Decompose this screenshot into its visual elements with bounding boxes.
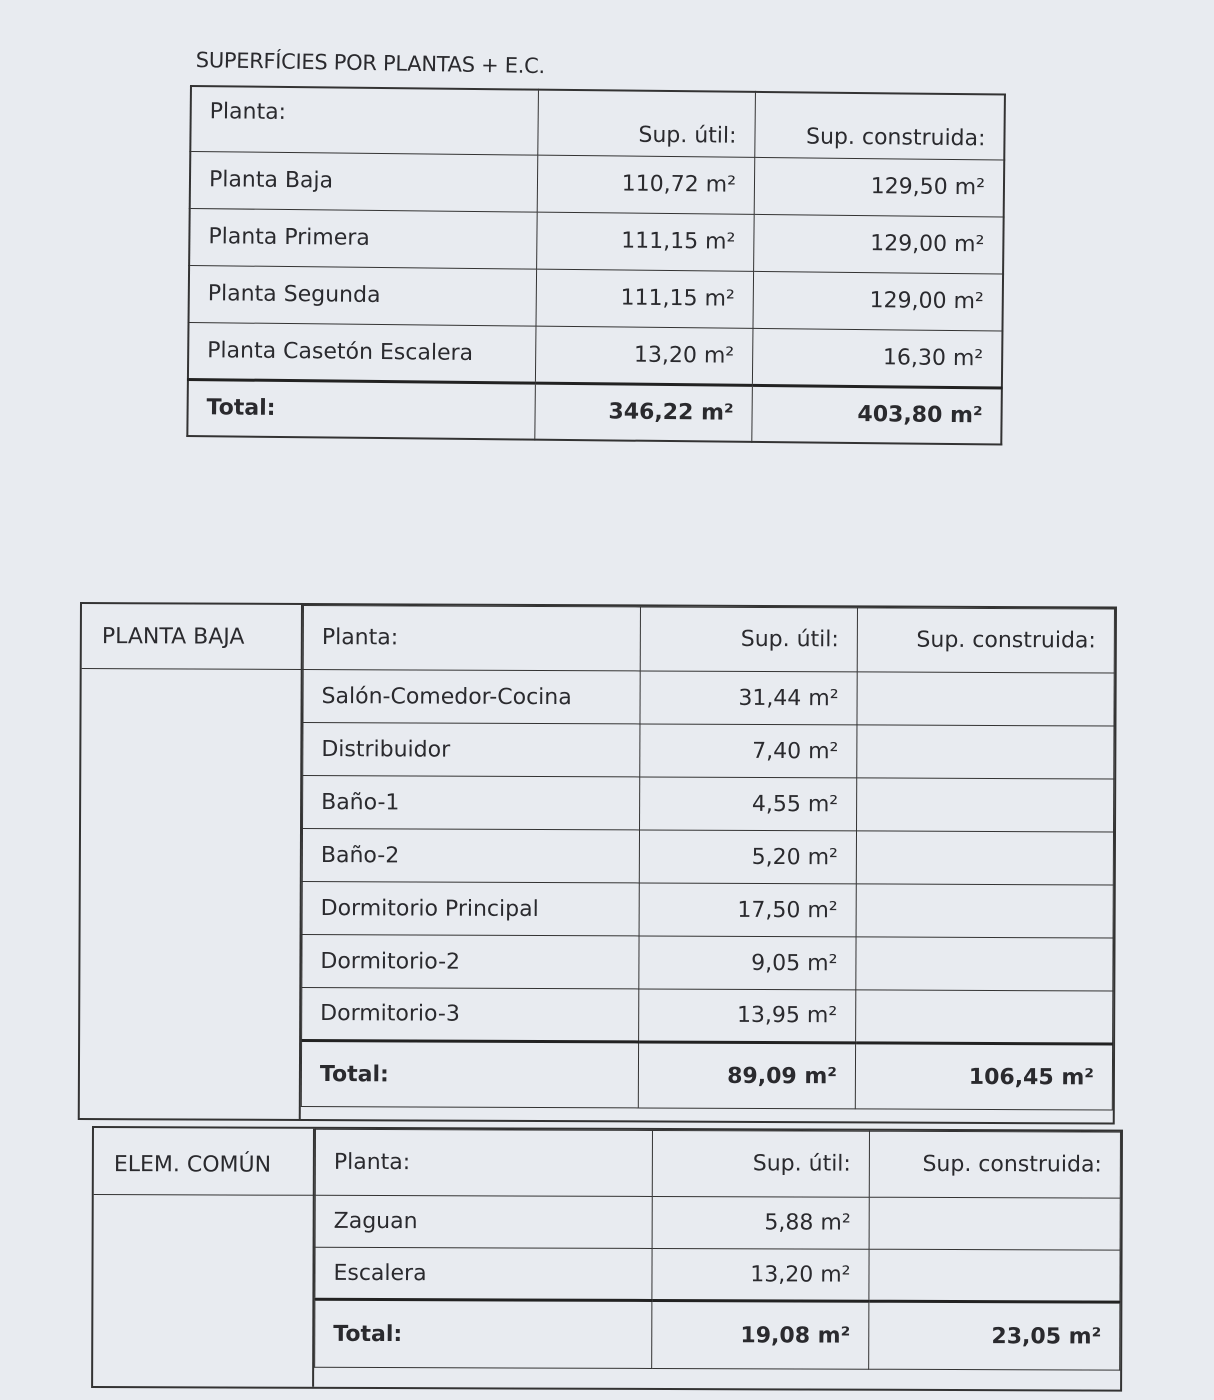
- table-cell: 129,00 m²: [752, 270, 1004, 331]
- table-cell: Baño-1: [302, 775, 640, 830]
- table-row: Distribuidor 7,40 m²: [302, 722, 1114, 780]
- table-row: Planta Segunda 111,15 m² 129,00 m²: [188, 265, 1004, 331]
- total-row: Total: 89,09 m² 106,45 m²: [301, 1040, 1113, 1111]
- table-row: Dormitorio-2 9,05 m²: [301, 934, 1114, 992]
- table-cell: 5,20 m²: [639, 829, 857, 884]
- table-cell: [856, 777, 1114, 833]
- total-row: Total: 19,08 m² 23,05 m²: [314, 1299, 1120, 1371]
- table-cell: 17,50 m²: [639, 882, 857, 937]
- planta-baja-table: Planta: Sup. útil: Sup. construida: Salón-C…: [301, 605, 1115, 1111]
- table-cell: 89,09 m²: [638, 1041, 856, 1109]
- table-cell: Sup. construida:: [869, 1131, 1121, 1199]
- table-cell: Sup. útil:: [652, 1130, 870, 1198]
- table-cell: Salón-Comedor-Cocina: [302, 669, 641, 724]
- table-cell: Total:: [314, 1299, 652, 1369]
- table-cell: Total:: [187, 378, 536, 440]
- table-cell: 13,20 m²: [651, 1248, 870, 1302]
- table-cell: [856, 883, 1114, 939]
- table-cell: 111,15 m²: [536, 211, 755, 271]
- table-cell: Dormitorio-3: [301, 987, 639, 1042]
- table-row: Planta Baja 110,72 m² 129,50 m²: [189, 151, 1005, 217]
- elem-comun-table: Planta: Sup. útil: Sup. construida: Zaguan 5…: [314, 1129, 1121, 1371]
- table-cell: Sup. construida:: [857, 607, 1115, 674]
- table-cell: 346,22 m²: [534, 382, 753, 442]
- document-title: SUPERFÍCIES POR PLANTAS + E.C.: [195, 48, 546, 79]
- table-cell: Planta Baja: [189, 151, 538, 212]
- total-row: Total: 346,22 m² 403,80 m²: [187, 378, 1002, 445]
- table-cell: 13,20 m²: [535, 325, 753, 385]
- section-label: ELEM. COMÚN: [93, 1128, 315, 1387]
- table-row: Salón-Comedor-Cocina 31,44 m²: [302, 669, 1115, 727]
- planta-baja-section: PLANTA BAJA Planta: Sup. útil: Sup. constr…: [77, 602, 1117, 1125]
- table-cell: [856, 671, 1115, 727]
- table-cell: Planta Segunda: [188, 265, 537, 326]
- table-cell: Distribuidor: [302, 722, 640, 777]
- table-cell: Zaguan: [315, 1195, 653, 1249]
- table-row: Zaguan 5,88 m²: [315, 1195, 1121, 1251]
- table-cell: [856, 724, 1114, 780]
- table-cell: 403,80 m²: [751, 384, 1002, 445]
- table-cell: Sup. construida:: [754, 91, 1005, 160]
- table-cell: Planta:: [315, 1129, 653, 1197]
- table-cell: 111,15 m²: [535, 268, 754, 328]
- table-row: Planta Casetón Escalera 13,20 m² 16,30 m²: [187, 321, 1003, 388]
- table-cell: 110,72 m²: [537, 154, 755, 214]
- table-cell: Planta Casetón Escalera: [187, 321, 536, 383]
- summary-table: Planta: Sup. útil: Sup. construida: Planta …: [186, 85, 1006, 446]
- header-row: Planta: Sup. útil: Sup. construida:: [190, 86, 1005, 160]
- table-cell: [855, 989, 1113, 1045]
- table-cell: [868, 1249, 1121, 1303]
- table-cell: 129,00 m²: [753, 213, 1004, 274]
- table-cell: 9,05 m²: [638, 935, 857, 990]
- table-cell: Dormitorio-2: [301, 934, 640, 989]
- header-row: Planta: Sup. útil: Sup. construida:: [303, 605, 1115, 674]
- table-cell: Planta:: [190, 86, 539, 155]
- table-cell: 13,95 m²: [638, 988, 856, 1043]
- section-label: PLANTA BAJA: [79, 604, 303, 1119]
- table-row: Dormitorio-3 13,95 m²: [301, 987, 1113, 1045]
- table-cell: 106,45 m²: [855, 1042, 1113, 1111]
- table-row: Dormitorio Principal 17,50 m²: [302, 881, 1114, 939]
- elem-comun-section: ELEM. COMÚN Planta: Sup. útil: Sup. constr…: [91, 1126, 1123, 1392]
- table-cell: 31,44 m²: [639, 670, 858, 725]
- table-row: Baño-2 5,20 m²: [302, 828, 1114, 886]
- table-cell: 7,40 m²: [639, 723, 857, 778]
- table-cell: Planta Primera: [189, 208, 538, 269]
- table-cell: 19,08 m²: [651, 1300, 869, 1370]
- table-cell: 129,50 m²: [754, 156, 1005, 217]
- table-cell: 16,30 m²: [752, 327, 1003, 388]
- table-row: Planta Primera 111,15 m² 129,00 m²: [189, 208, 1004, 274]
- table-cell: 4,55 m²: [639, 776, 857, 831]
- table-cell: Dormitorio Principal: [302, 881, 640, 936]
- table-cell: Sup. útil:: [640, 606, 858, 672]
- table-cell: 23,05 m²: [868, 1301, 1120, 1371]
- table-cell: 5,88 m²: [652, 1196, 870, 1250]
- table-cell: Planta:: [303, 605, 641, 671]
- table-cell: Total:: [301, 1040, 639, 1108]
- table-cell: Sup. útil:: [537, 89, 756, 157]
- table-cell: [869, 1197, 1121, 1251]
- table-cell: [856, 830, 1114, 886]
- header-row: Planta: Sup. útil: Sup. construida:: [315, 1129, 1121, 1199]
- table-cell: [855, 936, 1114, 992]
- table-row: Baño-1 4,55 m²: [302, 775, 1114, 833]
- table-cell: Baño-2: [302, 828, 640, 883]
- table-cell: Escalera: [314, 1247, 653, 1301]
- table-row: Escalera 13,20 m²: [314, 1247, 1121, 1303]
